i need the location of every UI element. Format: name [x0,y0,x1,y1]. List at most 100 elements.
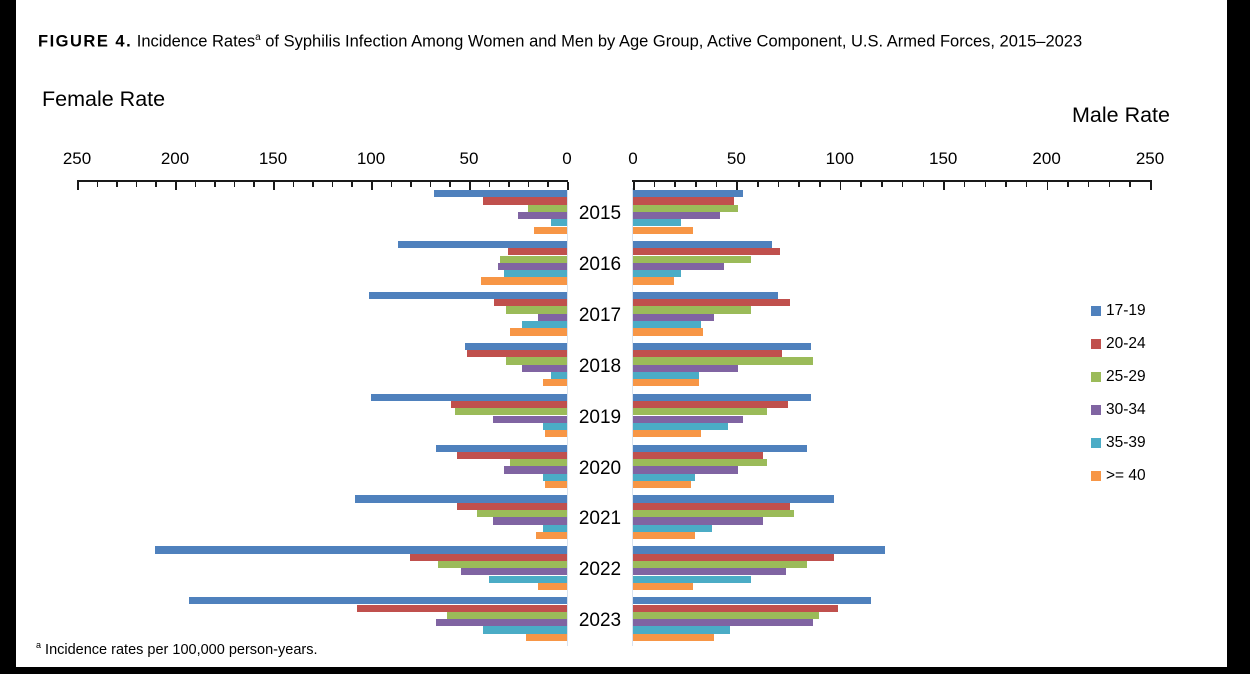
bar-female-2015->= 40 [533,226,567,234]
legend-label-20-24: 20-24 [1106,335,1146,352]
bar-female-2019-17-19 [371,393,567,401]
bar-female-2023->= 40 [525,633,567,641]
legend-swatch-35-39 [1091,438,1101,448]
bar-male-2018-30-34 [633,364,739,372]
bar-male-2018-25-29 [633,357,813,365]
footnote-superscript: a [36,640,42,650]
bar-female-2020-20-24 [457,451,567,460]
bar-male-2019-25-29 [633,408,768,416]
footnote: a Incidence rates per 100,000 person-yea… [36,640,318,658]
legend-swatch-20-24 [1091,339,1101,349]
bar-female-2015-20-24 [482,197,567,205]
axis-tick-male [1025,182,1028,187]
axis-tick-male [653,182,656,187]
axis-label-male-0: 0 [628,149,638,168]
legend-label-25-29: 25-29 [1106,368,1146,385]
bar-male-2016-30-34 [633,262,724,271]
year-label-2018: 2018 [578,355,622,377]
bar-female-2015-35-39 [551,219,567,227]
bar-female-2016-35-39 [504,270,567,278]
figure-title-superscript: a [255,32,261,43]
axis-tick-female [331,182,334,187]
year-label-2020: 2020 [578,457,622,479]
axis-tick-male [674,182,676,187]
male-panel-border [632,188,633,646]
bar-female-2019-35-39 [543,422,567,431]
bar-female-2016-17-19 [398,240,567,249]
axis-tick-male [1067,182,1069,187]
bar-female-2016-25-29 [500,255,567,263]
bar-female-2022-35-39 [488,575,567,583]
axis-tick-female [488,182,491,187]
bar-female-2018-17-19 [465,342,567,350]
bar-male-2019->= 40 [633,430,702,438]
axis-tick-female [312,182,314,187]
axis-tick-female [429,182,432,187]
bar-female-2017-17-19 [369,291,567,300]
bar-female-2015-17-19 [433,190,567,198]
axis-tick-female [135,182,138,187]
bar-male-2016->= 40 [633,277,675,285]
legend-label-17-19: 17-19 [1106,302,1146,319]
axis-label-male-200: 200 [1032,149,1061,168]
bar-female-2015-25-29 [527,204,567,212]
bar-male-2022->= 40 [633,582,693,591]
axis-tick-female [96,182,99,187]
axis-tick-male [860,182,862,187]
axis-tick-male [819,182,821,187]
axis-tick-female [273,182,275,190]
bar-male-2023-25-29 [633,611,820,620]
bar-female-2022-30-34 [461,568,567,576]
axis-line-female [77,180,568,182]
axis-tick-male [695,182,697,187]
bar-male-2018-17-19 [633,342,811,350]
axis-tick-male [839,182,842,190]
bar-male-2020-30-34 [633,466,739,474]
bar-female-2016->= 40 [480,277,567,285]
bar-female-2016-20-24 [508,248,567,256]
bar-male-2023-35-39 [633,626,731,634]
bar-female-2022-25-29 [437,560,567,569]
axis-tick-male [757,182,759,187]
axis-tick-female [390,182,393,187]
bar-male-2021-25-29 [633,510,795,518]
axis-tick-male [1108,182,1111,187]
axis-label-male-250: 250 [1135,149,1165,168]
bar-female-2020-35-39 [543,473,567,481]
bar-male-2019-17-19 [633,393,811,401]
bar-female-2017-20-24 [494,299,567,307]
bar-male-2015->= 40 [633,226,693,234]
year-label-2019: 2019 [578,406,622,428]
year-label-2021: 2021 [578,508,622,530]
bar-male-2015-20-24 [633,197,735,205]
bar-female-2017-30-34 [537,313,567,321]
axis-label-female-200: 200 [160,149,190,168]
bar-male-2021-35-39 [633,524,712,532]
bar-female-2021-30-34 [492,517,567,525]
bar-female-2021-20-24 [457,502,567,510]
bar-male-2016-35-39 [633,270,681,278]
axis-tick-male [984,182,987,187]
bar-male-2023->= 40 [633,633,714,641]
bar-male-2022-30-34 [633,568,787,576]
bar-male-2017-17-19 [633,291,778,300]
axis-tick-female [253,182,255,187]
footnote-text: Incidence rates per 100,000 person-years… [41,641,318,658]
bar-male-2015-35-39 [633,219,681,227]
bar-male-2018-20-24 [633,350,782,358]
bar-female-2017->= 40 [510,328,567,336]
bar-female-2020-17-19 [435,444,567,452]
axis-label-male-150: 150 [929,149,958,168]
legend-label-30-34: 30-34 [1106,401,1146,418]
axis-tick-male [943,182,945,190]
year-label-2022: 2022 [578,559,622,581]
female-rate-label: Female Rate [42,87,166,111]
axis-tick-male [1087,182,1090,187]
bar-male-2017-20-24 [633,299,791,307]
axis-tick-male [963,182,966,187]
axis-tick-male [715,182,718,187]
bar-female-2020->= 40 [545,481,567,489]
legend-swatch-17-19 [1091,306,1101,316]
bar-male-2020->= 40 [633,481,691,489]
